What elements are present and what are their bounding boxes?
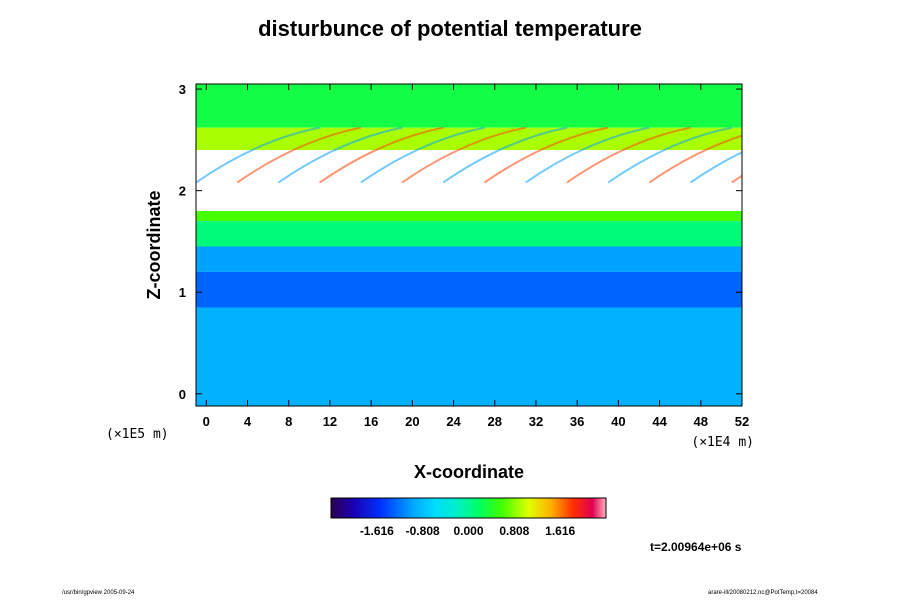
x-tick-label: 48 [694,414,708,429]
field-band-4 [196,210,742,222]
chart-title: disturbunce of potential temperature [258,16,642,41]
streak-7 [483,126,609,184]
footer-source: arare-ill/20080212.nc@PotTemp,t=20084 [708,590,818,596]
x-tick-label: 16 [364,414,378,429]
colorbar [330,497,607,519]
heatmap-field [196,84,742,406]
streak-4 [360,126,485,184]
x-axis: 0 4 8 12 16 20 24 28 32 36 40 44 48 52 [203,84,749,429]
colorbar-tick-label: -0.808 [406,524,440,538]
streak-13 [731,174,742,184]
field-band-3 [196,185,742,211]
streak-6 [442,126,568,184]
colorbar-tick-label: 0.000 [453,524,483,538]
x-tick-label: 8 [285,414,292,429]
y-scale-label: (×1E5 m) [106,427,169,442]
y-tick-label: 1 [179,285,186,300]
x-tick-label: 52 [735,414,749,429]
streak-3 [319,126,444,184]
x-tick-label: 32 [529,414,543,429]
plot-frame [195,83,743,407]
x-tick-label: 12 [323,414,337,429]
x-tick-label: 40 [611,414,625,429]
field-band-0 [196,84,742,128]
field-band-1 [196,127,742,151]
time-label: t=2.00964e+06 s [650,540,742,554]
streak-2 [277,126,403,184]
x-tick-label: 0 [203,414,210,429]
x-tick-label: 20 [405,414,419,429]
streak-10 [607,126,732,184]
y-axis: 0 1 2 3 [179,82,742,402]
colorbar-tick-label: 0.808 [499,524,529,538]
streak-9 [566,126,691,184]
field-band-8 [196,307,742,406]
x-tick-label: 44 [652,414,667,429]
colorbar-ticks: -1.616 -0.808 0.000 0.808 1.616 [360,524,576,538]
footer-command: /usr/bin/gpview 2005-09-24 [62,590,135,596]
y-axis-title: Z-coordinate [144,190,164,299]
streak-11 [648,134,742,184]
field-band-5 [196,221,742,247]
x-tick-label: 28 [488,414,502,429]
x-scale-label: (×1E4 m) [691,435,754,450]
y-tick-label: 2 [179,184,186,199]
streak-0 [196,126,320,184]
streak-5 [401,126,526,184]
y-tick-label: 0 [179,387,186,402]
colorbar-tick-label: -1.616 [360,524,394,538]
x-tick-label: 36 [570,414,584,429]
x-tick-label: 4 [244,414,252,429]
x-tick-label: 24 [446,414,461,429]
field-band-7 [196,271,742,308]
streak-8 [525,126,650,184]
x-axis-title: X-coordinate [414,462,524,482]
field-band-2 [196,150,742,186]
y-tick-label: 3 [179,82,186,97]
streak-12 [689,151,742,184]
streak-1 [236,126,362,184]
colorbar-tick-label: 1.616 [545,524,575,538]
field-band-6 [196,246,742,272]
